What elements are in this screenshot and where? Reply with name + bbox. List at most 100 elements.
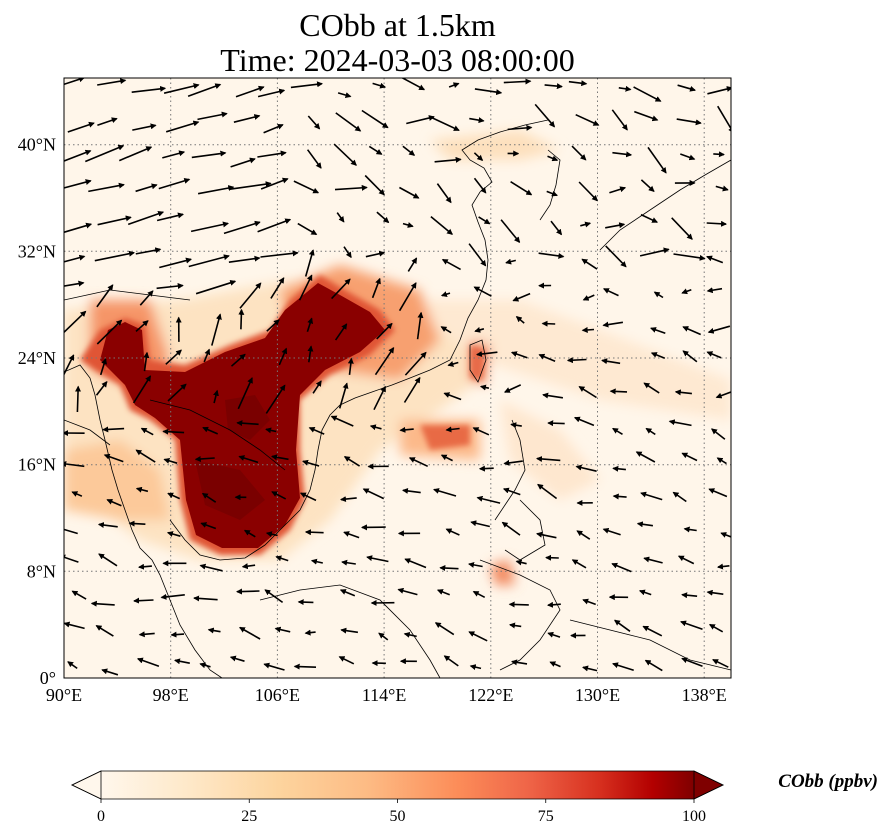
wind-arrow	[64, 78, 86, 86]
wind-arrow	[64, 461, 85, 468]
wind-arrow	[167, 492, 181, 500]
wind-arrow	[715, 185, 729, 192]
wind-arrow	[404, 558, 427, 569]
wind-arrow	[138, 563, 152, 570]
wind-arrow	[199, 563, 223, 572]
wind-arrow	[308, 427, 325, 435]
wind-arrow	[200, 522, 217, 530]
wind-arrow	[187, 83, 222, 97]
wind-arrow	[97, 215, 132, 226]
wind-arrow	[331, 278, 351, 300]
map-title: CObb at 1.5km	[299, 7, 496, 43]
wind-arrow	[118, 146, 153, 162]
wind-arrow	[611, 562, 632, 573]
wind-arrow	[376, 211, 390, 224]
wind-arrow	[263, 662, 285, 671]
wind-arrow	[297, 599, 314, 606]
wind-arrow	[469, 664, 482, 671]
wind-arrow	[103, 453, 124, 463]
wind-arrow	[156, 283, 184, 290]
wind-arrow	[304, 529, 324, 536]
wind-arrow	[677, 84, 696, 92]
wind-arrow	[582, 294, 595, 301]
wind-arrow	[472, 590, 486, 599]
wind-arrow	[199, 662, 211, 669]
wind-arrow	[302, 459, 320, 467]
wind-arrow	[536, 455, 561, 462]
wind-arrow	[582, 598, 596, 606]
wind-arrow	[340, 627, 359, 634]
lat-tick-label: 24°N	[18, 348, 56, 368]
wind-arrow	[191, 150, 227, 159]
wind-arrow	[581, 326, 595, 333]
wind-arrow	[612, 465, 626, 472]
map-time-subtitle: Time: 2024-03-03 08:00:00	[220, 42, 575, 78]
wind-arrow	[707, 325, 731, 334]
wind-arrow	[333, 143, 357, 166]
wind-arrow	[132, 123, 157, 131]
wind-arrow	[712, 658, 729, 668]
lon-tick-label: 138°E	[682, 685, 727, 705]
wind-arrow	[716, 457, 727, 465]
wind-arrow	[638, 589, 652, 596]
map-gridlines	[64, 78, 731, 678]
wind-arrow	[515, 316, 525, 324]
wind-arrow	[307, 115, 321, 130]
wind-arrow	[162, 150, 186, 159]
wind-arrow	[166, 531, 181, 537]
lon-tick-label: 106°E	[255, 685, 300, 705]
wind-arrow	[402, 487, 421, 494]
wind-arrow	[706, 220, 727, 227]
wind-arrow	[515, 559, 527, 566]
wind-arrow	[476, 495, 501, 504]
wind-arrow	[102, 426, 125, 433]
wind-arrow	[501, 521, 521, 536]
wind-arrow	[376, 322, 393, 340]
wind-arrow	[613, 619, 631, 632]
wind-arrow	[264, 589, 284, 604]
colorbar-tick-label: 50	[390, 808, 406, 825]
wind-arrow	[568, 80, 588, 87]
wind-arrow	[195, 279, 237, 295]
wind-arrow	[681, 452, 698, 462]
wind-arrow	[71, 590, 87, 600]
lon-tick-label: 90°E	[46, 685, 82, 705]
wind-arrow	[510, 422, 522, 429]
wind-arrow	[547, 601, 561, 608]
wind-arrow	[445, 426, 460, 433]
wind-arrow	[468, 243, 487, 267]
wind-arrow	[266, 319, 280, 332]
wind-arrow	[263, 123, 284, 134]
wind-arrow	[472, 427, 490, 436]
wind-arrow	[416, 311, 424, 340]
wind-arrow	[476, 351, 498, 357]
wind-arrow	[159, 257, 192, 269]
wind-arrow	[505, 258, 516, 265]
wind-arrow	[578, 386, 597, 399]
wind-arrow	[640, 213, 659, 223]
wind-arrow	[297, 222, 318, 236]
wind-arrow	[271, 454, 289, 461]
wind-arrow	[650, 327, 666, 335]
wind-arrow	[203, 348, 211, 363]
wind-arrow	[473, 177, 487, 194]
colorbar: 0 25 50 75 100 CObb (ppbv)	[71, 770, 878, 825]
wind-arrow	[612, 493, 627, 500]
wind-arrow	[677, 555, 695, 565]
wind-arrow	[536, 531, 557, 539]
wind-arrow	[271, 491, 287, 500]
wind-arrow	[275, 555, 289, 562]
wind-arrow	[398, 282, 417, 312]
wind-arrow	[278, 347, 288, 366]
wind-arrow	[94, 250, 135, 262]
colorbar-gradient	[101, 771, 694, 799]
wind-arrow	[580, 221, 592, 228]
wind-arrow	[257, 218, 292, 233]
wind-arrow	[468, 631, 488, 642]
wind-arrow	[508, 601, 529, 608]
wind-arrow	[440, 291, 451, 297]
wind-arrow	[97, 522, 118, 529]
wind-arrow	[681, 288, 692, 295]
wind-arrow	[235, 85, 265, 98]
wind-arrow	[671, 217, 693, 240]
